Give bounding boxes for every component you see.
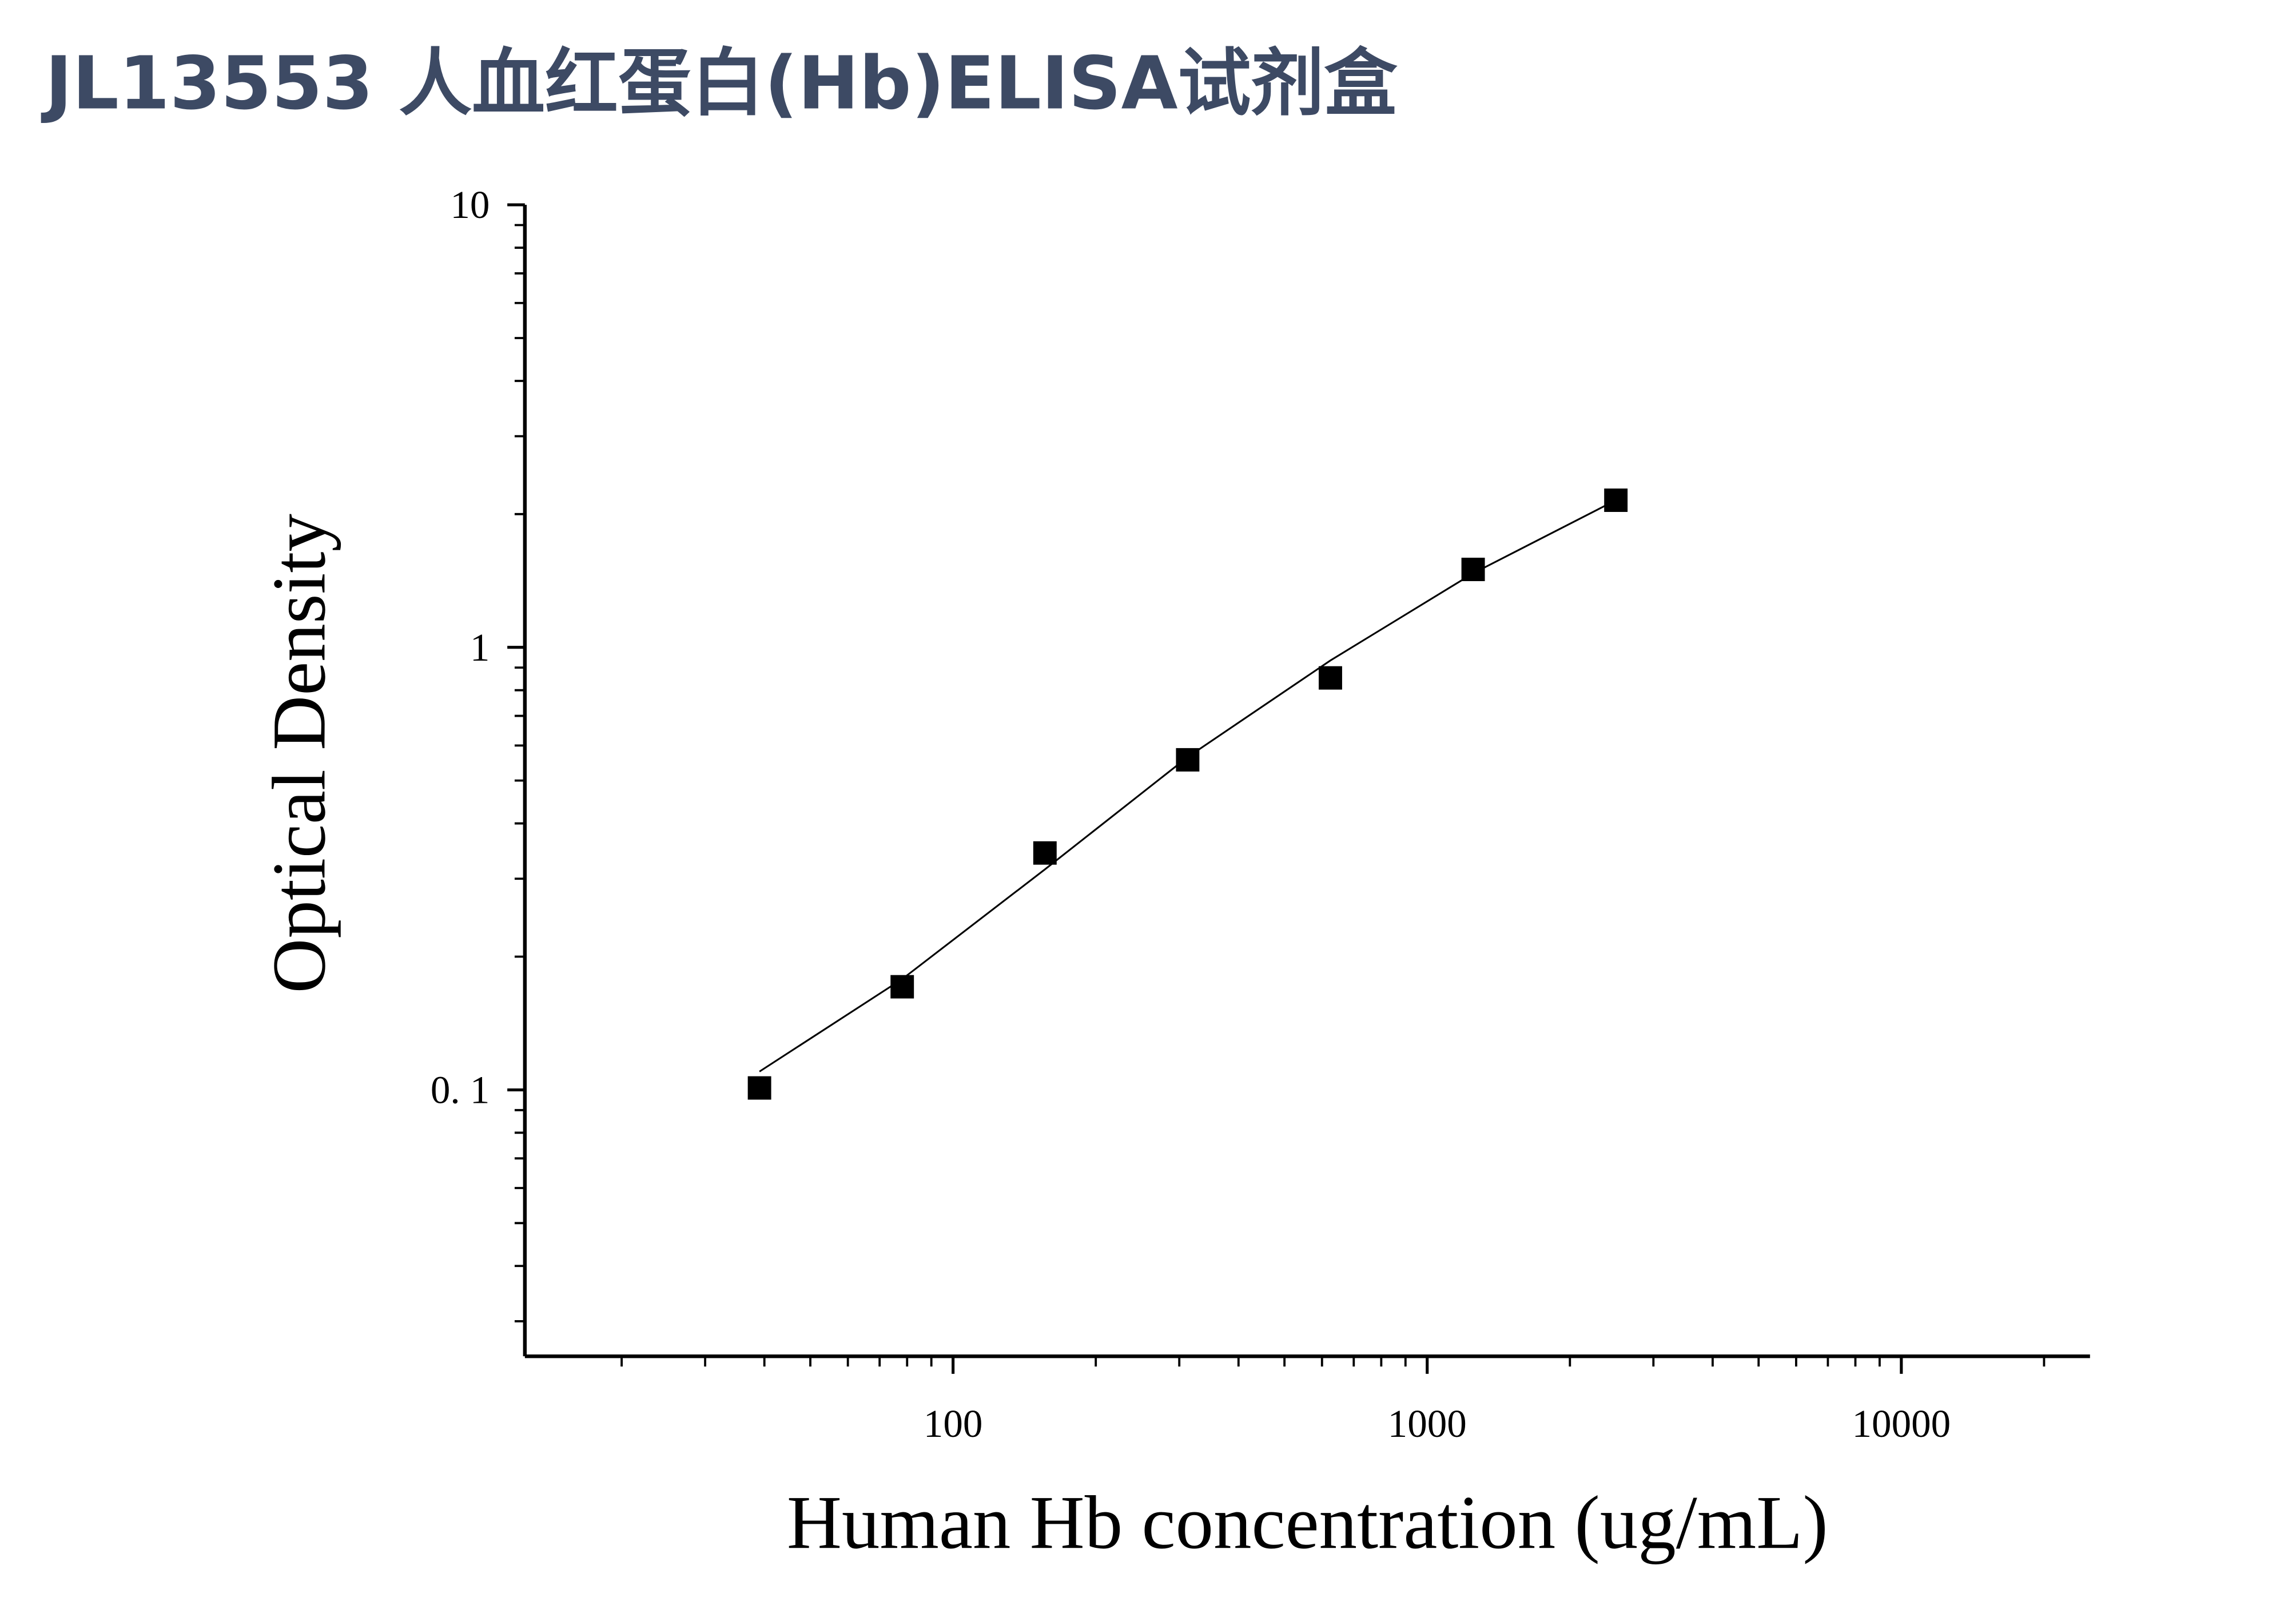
y-tick-label: 0. 1 [431, 1067, 490, 1111]
data-point [1319, 666, 1342, 690]
x-tick-label: 100 [924, 1401, 983, 1445]
data-point [1033, 841, 1057, 865]
y-axis-label: Optical Density [256, 514, 341, 993]
x-tick-label: 1000 [1388, 1401, 1467, 1445]
chart-title: JL13553 人血红蛋白(Hb)ELISA试剂盒 [41, 41, 1398, 126]
data-point [1604, 488, 1628, 513]
fit-curve [759, 499, 1617, 1072]
x-tick-label: 10000 [1852, 1401, 1951, 1445]
data-point [747, 1076, 771, 1100]
y-tick-label: 10 [450, 182, 490, 227]
x-axis-label: Human Hb concentration (ug/mL) [787, 1480, 1828, 1564]
y-tick-label: 1 [470, 625, 490, 669]
